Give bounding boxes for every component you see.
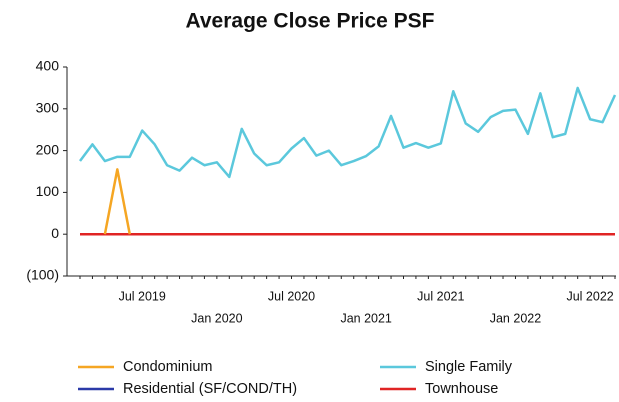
x-tick-label: Jan 2022	[490, 311, 541, 325]
legend-label: Single Family	[425, 359, 513, 375]
x-tick-label: Jul 2020	[268, 289, 315, 303]
chart-title: Average Close Price PSF	[185, 10, 434, 33]
series-line	[78, 86, 617, 179]
y-tick-label: 200	[36, 141, 60, 157]
x-tick-label: Jan 2020	[191, 311, 242, 325]
y-tick-label: 400	[36, 58, 60, 74]
x-tick-label: Jul 2022	[566, 289, 613, 303]
legend-label: Condominium	[123, 359, 212, 375]
legend-label: Residential (SF/COND/TH)	[123, 381, 297, 397]
y-tick-label: 100	[36, 183, 60, 199]
series-line	[103, 168, 131, 235]
y-tick-label: (100)	[26, 267, 59, 283]
x-tick-label: Jan 2021	[340, 311, 391, 325]
x-tick-label: Jul 2021	[417, 289, 464, 303]
x-tick-label: Jul 2019	[119, 289, 166, 303]
y-tick-label: 0	[51, 225, 59, 241]
legend-label: Townhouse	[425, 381, 498, 397]
y-tick-label: 300	[36, 100, 60, 116]
